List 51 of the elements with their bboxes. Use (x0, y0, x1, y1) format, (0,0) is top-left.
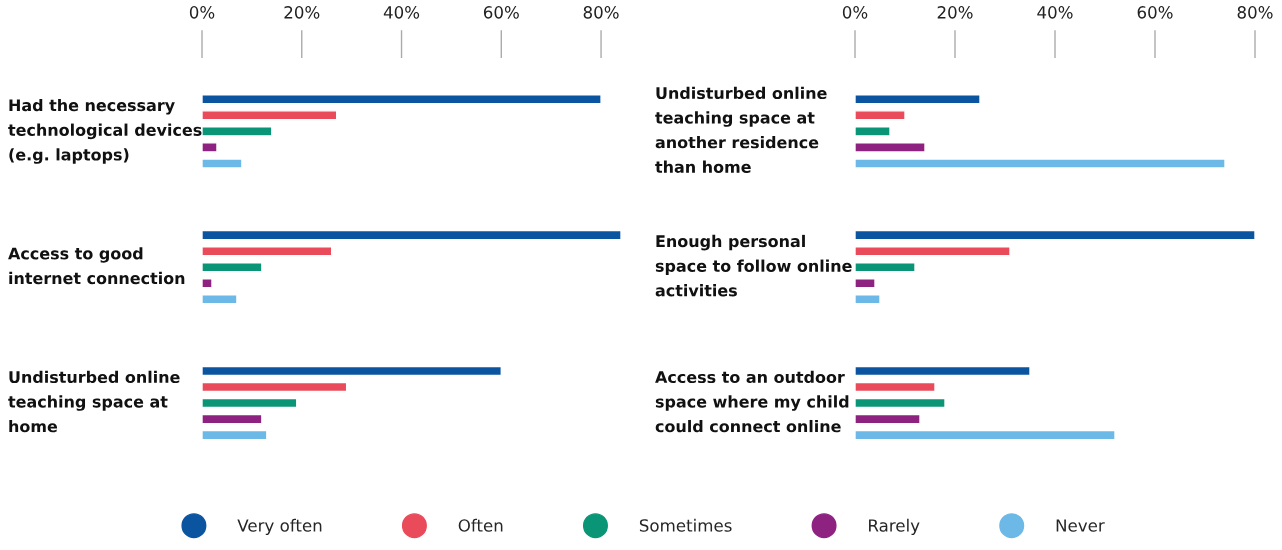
bar (855, 262, 916, 273)
x-tick-label: 80% (1237, 6, 1273, 19)
bar (855, 381, 936, 393)
x-tick-label: 40% (383, 6, 420, 19)
bar (202, 294, 238, 305)
bar (855, 413, 921, 425)
bar (855, 397, 946, 409)
legend-label: Never (1056, 519, 1105, 532)
bar (202, 262, 263, 273)
bar (202, 413, 263, 425)
bar (855, 246, 1011, 257)
legend-label: Often (458, 518, 503, 532)
bar (855, 365, 1031, 377)
bar (202, 94, 602, 105)
bar (202, 229, 622, 241)
x-tick-label: 60% (483, 6, 519, 19)
bar (855, 158, 1226, 169)
y-tick-label: Undisturbed online teaching space at another residence than home (655, 86, 827, 173)
bar (202, 365, 502, 377)
y-tick-label: Access to an outdoor space where my child could connect online (655, 370, 849, 433)
bar (202, 278, 213, 289)
y-tick-label: Had the necessary technological devices (e.g. laptops) (8, 98, 202, 164)
bar (855, 278, 876, 289)
bar (855, 229, 1255, 241)
legend-label: Very often (237, 518, 322, 535)
x-tick-label: 40% (1037, 6, 1073, 19)
bar (202, 158, 243, 169)
bar (855, 429, 1116, 441)
bar (855, 294, 881, 305)
x-tick-label: 80% (583, 6, 619, 19)
x-tick-label: 0% (189, 6, 215, 19)
x-tick-label: 0% (842, 6, 868, 19)
bar (202, 246, 333, 257)
x-tick-label: 20% (937, 6, 973, 19)
bar (855, 110, 906, 121)
y-tick-label: Access to good internet connection (8, 247, 185, 285)
legend-label: Rarely (869, 518, 920, 535)
bar (202, 381, 348, 393)
y-tick-label: Enough personal space to follow online activities (655, 234, 852, 297)
bar (202, 429, 268, 441)
legend-label: Sometimes (639, 518, 732, 532)
bar (855, 94, 981, 105)
x-tick-label: 20% (284, 6, 320, 19)
bar (202, 126, 273, 137)
x-tick-label: 60% (1137, 6, 1173, 19)
y-tick-label: Undisturbed online teaching space at home (8, 370, 180, 433)
bar (202, 110, 338, 121)
bar (202, 397, 298, 409)
bar (855, 126, 891, 137)
bar (202, 142, 218, 153)
bar (855, 142, 926, 153)
